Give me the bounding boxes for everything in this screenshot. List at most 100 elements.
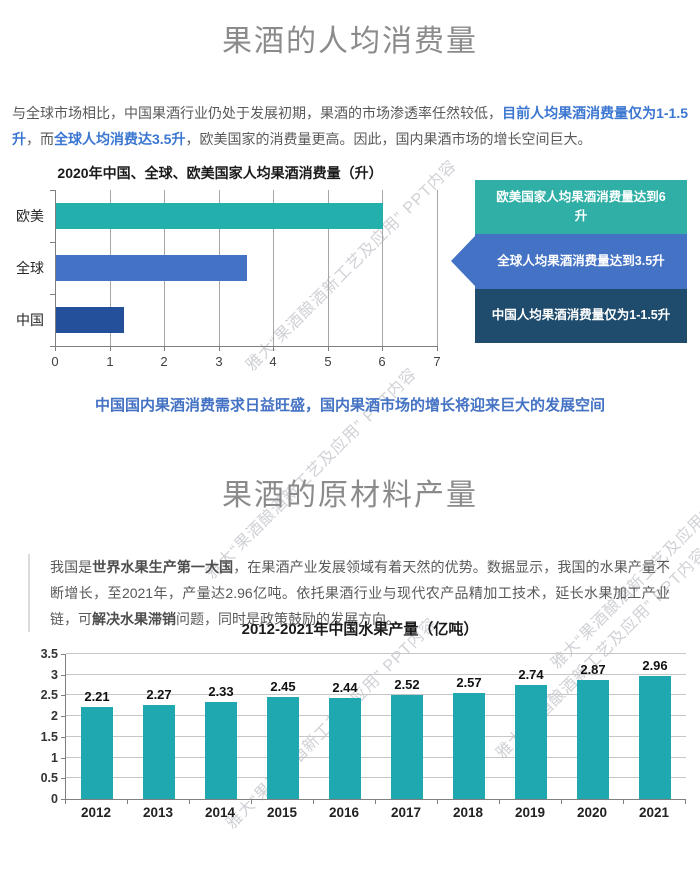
category-label: 全球: [16, 260, 44, 276]
axis-tick: [328, 347, 329, 351]
axis-tick: [251, 800, 252, 804]
x-axis-tick-label: 2013: [142, 805, 174, 820]
y-axis-tick-label: 2.5: [40, 688, 58, 702]
category-label: 中国: [16, 312, 44, 328]
data-label: 2.27: [146, 687, 172, 702]
gridline: [66, 674, 686, 675]
axis-tick: [61, 675, 65, 676]
bar-1: [56, 203, 383, 229]
x-axis-tick-label: 2020: [576, 805, 608, 820]
text-segment: 与全球市场相比，中国果酒行业仍处于发展初期，果酒的市场渗透率任然较低，: [12, 105, 503, 121]
axis-tick: [382, 347, 383, 351]
data-label: 2.96: [642, 658, 668, 673]
x-axis-tick-label: 7: [433, 354, 441, 369]
axis-tick: [110, 347, 111, 351]
axis-tick: [273, 347, 274, 351]
callout-arrow-left-icon: [451, 236, 475, 286]
data-label: 2.21: [84, 689, 110, 704]
section1-paragraph: 与全球市场相比，中国果酒行业仍处于发展初期，果酒的市场渗透率任然较低，目前人均果…: [12, 100, 688, 152]
axis-tick: [50, 242, 55, 243]
bar-2013: [143, 705, 175, 799]
bar-2015: [267, 697, 299, 799]
axis-tick: [127, 800, 128, 804]
data-label: 2.52: [394, 677, 420, 692]
axis-tick: [561, 800, 562, 804]
axis-tick: [50, 190, 55, 191]
data-label: 2.45: [270, 679, 296, 694]
gridline: [66, 694, 686, 695]
x-axis-tick-label: 2015: [266, 805, 298, 820]
axis-tick: [437, 347, 438, 351]
chart2-title: 2012-2021年中国水果产量（亿吨）: [241, 621, 479, 638]
x-axis-tick-label: 2017: [390, 805, 422, 820]
callout-item-global: 全球人均果酒消费量达到3.5升: [475, 234, 687, 289]
bar-2020: [577, 680, 609, 799]
axis-tick: [61, 737, 65, 738]
x-axis-tick-label: 2018: [452, 805, 484, 820]
x-axis-tick-label: 2014: [204, 805, 236, 820]
axis-tick: [61, 716, 65, 717]
axis-tick: [164, 347, 165, 351]
callout-item-china: 中国人均果酒消费量仅为1-1.5升: [475, 288, 687, 343]
x-axis-tick-label: 2019: [514, 805, 546, 820]
data-label: 2.57: [456, 675, 482, 690]
y-axis-tick-label: 1.5: [40, 730, 58, 744]
axis-tick: [61, 758, 65, 759]
axis-tick: [65, 800, 66, 804]
text-segment: ，在果酒产业发展领域有着天然的优势。数据显示，我国的水果产量不断增长，至2021…: [50, 559, 671, 627]
gridline: [66, 777, 686, 778]
section1-emphasis-line: 中国国内果酒消费需求日益旺盛，国内果酒市场的增长将迎来巨大的发展空间: [94, 397, 605, 414]
gridline: [273, 190, 274, 346]
data-label: 2.44: [332, 680, 358, 695]
bar-2014: [205, 702, 237, 799]
y-axis-tick-label: 2: [51, 709, 58, 723]
x-axis-tick-label: 5: [324, 354, 332, 369]
x-axis-tick-label: 4: [269, 354, 277, 369]
y-axis-tick-label: 1: [51, 751, 58, 765]
y-axis-tick-label: 0.5: [40, 771, 58, 785]
section1-title: 果酒的人均消费量: [222, 25, 478, 58]
y-axis-tick-label: 0: [51, 792, 58, 806]
axis-tick: [499, 800, 500, 804]
bar-2018: [453, 693, 485, 799]
chart2-plot-area: 2.21 2.27 2.33 2.45 2.44 2.52 2.57 2.74 2.87 2.96: [65, 653, 686, 800]
axis-tick: [375, 800, 376, 804]
gridline: [66, 736, 686, 737]
text-segment: 解决水果滞销: [92, 611, 176, 627]
x-axis-tick-label: 3: [215, 354, 223, 369]
gridline: [66, 757, 686, 758]
gridline: [382, 190, 383, 346]
x-axis-tick-label: 2012: [80, 805, 112, 820]
section2-paragraph: 我国是世界水果生产第一大国，在果酒产业发展领域有着天然的优势。数据显示，我国的水…: [28, 554, 670, 632]
y-axis-tick-label: 3: [51, 668, 58, 682]
axis-tick: [55, 347, 56, 351]
axis-tick: [50, 346, 55, 347]
data-label: 2.74: [518, 667, 544, 682]
chart1-title: 2020年中国、全球、欧美国家人均果酒消费量（升）: [57, 165, 383, 181]
fruit-production-chart: 2012-2021年中国水果产量（亿吨） 2.21 2.27 2.33 2.45 2.4…: [30, 616, 690, 836]
per-capita-consumption-chart: 2020年中国、全球、欧美国家人均果酒消费量（升） 0 1 2 3 4 5 6 7 欧美 全球 中国: [10, 163, 450, 378]
axis-tick: [219, 347, 220, 351]
text-segment: ，而: [26, 131, 54, 147]
callout-box: 欧美国家人均果酒消费量达到6升 全球人均果酒消费量达到3.5升 中国人均果酒消费…: [451, 180, 687, 343]
axis-tick: [61, 695, 65, 696]
gridline: [66, 715, 686, 716]
bar-2021: [639, 676, 671, 799]
axis-tick: [313, 800, 314, 804]
axis-tick: [61, 778, 65, 779]
axis-tick: [61, 654, 65, 655]
bar-2019: [515, 685, 547, 799]
text-segment: 世界水果生产第一大国: [92, 559, 234, 575]
bar-3: [56, 307, 124, 333]
y-axis-tick-label: 3.5: [40, 647, 58, 661]
data-label: 2.33: [208, 684, 234, 699]
x-axis-tick-label: 1: [106, 354, 114, 369]
text-segment: 问题，同时是政策鼓励的发展方向。: [176, 611, 400, 627]
axis-tick: [685, 800, 686, 804]
text-segment: 我国是: [50, 559, 93, 575]
gridline: [66, 653, 686, 654]
category-label: 欧美: [16, 208, 44, 224]
bar-2017: [391, 695, 423, 799]
data-label: 2.87: [580, 662, 606, 677]
